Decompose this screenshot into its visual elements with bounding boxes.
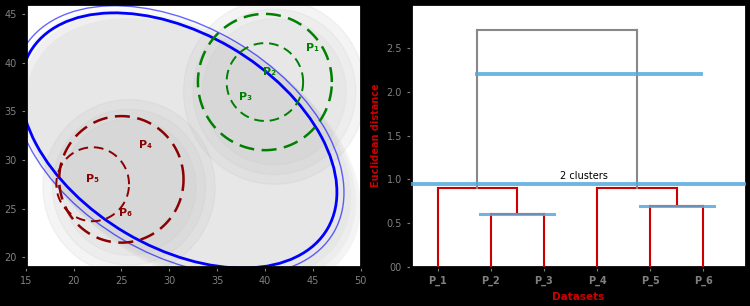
Text: P₁: P₁ bbox=[306, 43, 319, 53]
Polygon shape bbox=[43, 99, 215, 275]
Text: P₂: P₂ bbox=[263, 67, 276, 77]
Ellipse shape bbox=[21, 13, 356, 287]
Text: P₅: P₅ bbox=[86, 174, 99, 184]
Polygon shape bbox=[202, 19, 346, 165]
Text: P₃: P₃ bbox=[239, 91, 252, 102]
Text: P₄: P₄ bbox=[139, 140, 152, 150]
Text: P₆: P₆ bbox=[119, 208, 133, 218]
Polygon shape bbox=[62, 119, 196, 255]
Polygon shape bbox=[53, 109, 206, 265]
Polygon shape bbox=[193, 9, 356, 174]
Ellipse shape bbox=[26, 18, 361, 292]
Text: 2 clusters: 2 clusters bbox=[560, 171, 608, 181]
X-axis label: Datasets: Datasets bbox=[552, 292, 604, 302]
Y-axis label: Euclidean distance: Euclidean distance bbox=[371, 84, 381, 187]
Polygon shape bbox=[184, 0, 365, 184]
Ellipse shape bbox=[16, 8, 351, 282]
